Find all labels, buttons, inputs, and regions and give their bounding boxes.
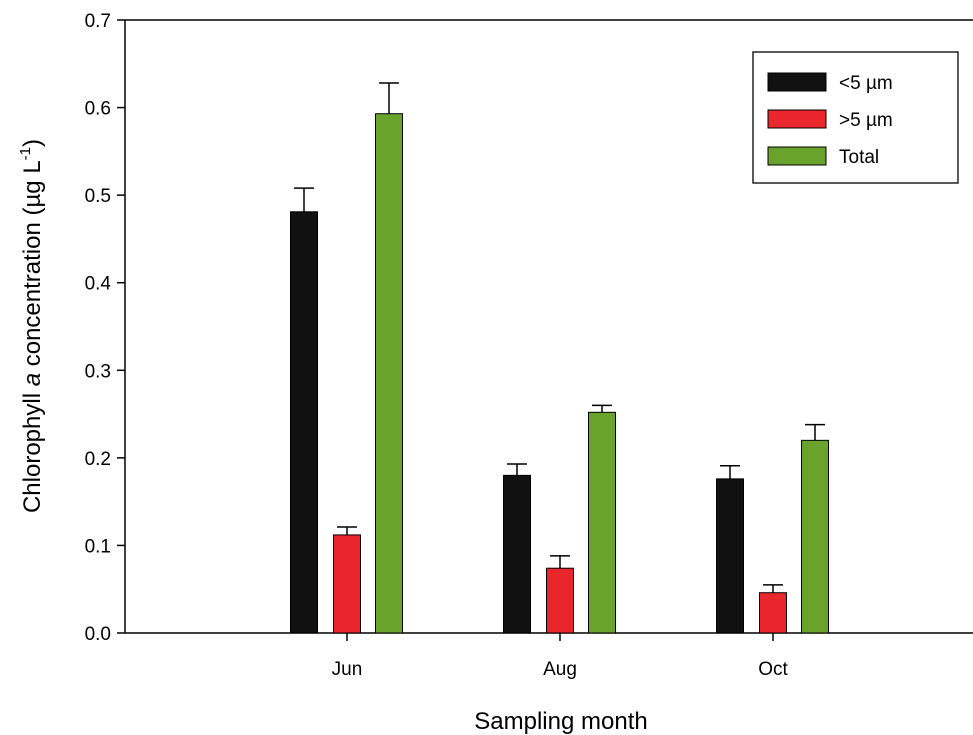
y-tick-label: 0.7 — [85, 11, 111, 32]
y-axis-title-part-5: ) — [19, 139, 46, 147]
legend-label: >5 µm — [839, 110, 893, 131]
x-tick-label: Oct — [758, 659, 788, 680]
y-axis-title-superscript: -1 — [17, 147, 34, 160]
bar — [503, 474, 531, 634]
y-tick-label: 0.3 — [85, 361, 111, 382]
x-axis-title: Sampling month — [474, 708, 647, 735]
y-tick-label: 0.6 — [85, 99, 111, 120]
legend-swatch — [767, 109, 827, 129]
y-ticks: 0.0 0.1 0.2 0.3 0.4 0.5 0.6 0.7 — [85, 11, 125, 645]
bar — [716, 478, 744, 634]
legend-swatch — [767, 72, 827, 92]
x-tick-label: Aug — [543, 659, 577, 680]
y-tick-label: 0.4 — [85, 274, 112, 295]
error-bars — [294, 82, 825, 593]
bar — [546, 567, 574, 634]
y-tick-label: 0.5 — [85, 186, 111, 207]
y-tick-label: 0.2 — [85, 449, 111, 470]
bar — [333, 534, 361, 634]
y-axis-title-part-2: a — [19, 373, 46, 386]
y-axis-title: Chlorophyll a concentration (µg L-1) — [17, 139, 46, 513]
bar — [375, 113, 403, 634]
x-ticks: Jun Aug Oct — [332, 633, 788, 680]
bar — [759, 592, 787, 634]
y-tick-label: 0.1 — [85, 536, 111, 557]
bars — [290, 113, 829, 634]
bar — [801, 439, 829, 634]
legend-label: <5 µm — [839, 73, 893, 94]
y-axis-title-part-3: concentration (µg L — [19, 160, 46, 373]
y-tick-label: 0.0 — [85, 624, 111, 645]
legend-label: Total — [839, 147, 879, 168]
bar — [588, 411, 616, 634]
legend: <5 µm >5 µm Total — [752, 51, 959, 184]
x-tick-label: Jun — [332, 659, 363, 680]
legend-swatch — [767, 146, 827, 166]
bar — [290, 211, 318, 634]
y-axis-title-part-1: Chlorophyll — [19, 386, 46, 513]
